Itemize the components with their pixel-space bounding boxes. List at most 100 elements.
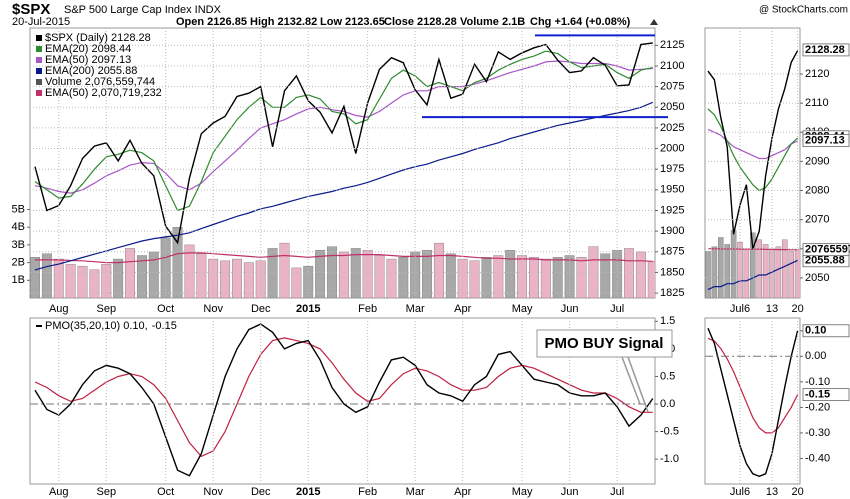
y-tick-label: 1875 [660, 246, 684, 258]
y-tick-label: 2025 [660, 122, 684, 134]
y-tick-label: 0.5 [660, 370, 675, 382]
date: 20-Jul-2015 [12, 16, 70, 28]
volume-bar [481, 257, 492, 298]
y-tick-label: 2125 [660, 39, 684, 51]
volume-bar [232, 258, 242, 298]
x-tick-label: 20 [791, 486, 803, 498]
y-tick-label: 1925 [660, 204, 684, 216]
legend-swatch [36, 46, 42, 52]
subtitle: S&P 500 Large Cap Index INDX [64, 4, 222, 16]
y2-tick-label: 4B [12, 221, 25, 233]
value-marker: 2128.28 [805, 44, 845, 56]
y-tick-label: 2100 [660, 60, 684, 72]
x-tick-label: May [512, 486, 533, 498]
volume-bar [711, 246, 718, 298]
legend-entry: $SPX (Daily) 2128.28 [45, 32, 151, 44]
volume-bar [576, 257, 587, 298]
volume-bar [303, 265, 314, 298]
volume-bar [705, 251, 711, 298]
quote-close: Close 2128.28 [384, 16, 457, 28]
annotation-text: PMO BUY Signal [545, 335, 664, 352]
indicator-line [34, 337, 653, 458]
y-tick-label: 1950 [660, 184, 684, 196]
x-tick-label: Feb [358, 486, 377, 498]
volume-bar [184, 244, 195, 298]
x-tick-label: Jun [561, 486, 579, 498]
y-tick-label: 2110 [805, 97, 829, 109]
y-tick-label: 2075 [660, 81, 684, 93]
quote-change: Chg +1.64 (+0.08%) [530, 16, 631, 28]
panel-frame [704, 317, 801, 485]
plot-area [34, 323, 654, 477]
plot-area [705, 50, 800, 298]
volume-bar [279, 242, 290, 298]
volume-bar [540, 258, 551, 298]
volume-bar [564, 255, 575, 298]
annotation: PMO BUY Signal [536, 329, 673, 413]
x-tick-label: 20 [791, 303, 803, 315]
price-line [707, 327, 799, 478]
value-marker-box [802, 134, 850, 148]
plot-area [30, 42, 655, 298]
volume-bar [220, 260, 231, 298]
indicator-line [35, 252, 653, 264]
annotation-box [536, 329, 673, 358]
volume-bar [775, 246, 782, 298]
indicator-line [707, 259, 798, 291]
indicator-line [707, 337, 799, 434]
value-marker: 2097.13 [805, 135, 845, 147]
volume-bar [788, 251, 794, 298]
legend-swatch [36, 79, 42, 85]
volume-bar [315, 249, 326, 298]
y-tick-label: -0.40 [805, 452, 830, 464]
y-tick-label: 1825 [660, 287, 684, 299]
volume-bar [89, 269, 100, 298]
indicator-line [707, 108, 799, 192]
volume-bar [743, 248, 750, 298]
x-tick-label: Oct [157, 486, 174, 498]
y2-tick-label: 3B [12, 239, 25, 251]
value-marker: 2055.88 [805, 255, 845, 267]
x-tick-label: Dec [251, 486, 271, 498]
volume-bar [433, 242, 444, 298]
y-tick-label: 0.0 [660, 398, 675, 410]
volume-bar [101, 264, 112, 298]
value-marker: 0.10 [805, 325, 826, 337]
volume-bar [588, 246, 599, 298]
volume-bar [113, 258, 124, 298]
legend-entry: -0.15 [152, 320, 177, 332]
symbol: $SPX [12, 1, 50, 18]
quote-open: Open 2126.85 [176, 16, 247, 28]
x-tick-label: Aug [49, 303, 69, 315]
volume-bar [291, 267, 302, 298]
volume-bar [782, 239, 788, 298]
x-tick-label: Jul6 [730, 486, 750, 498]
y2-tick-label: 2B [12, 256, 25, 268]
legend-entry: PMO(35,20,10) 0.10, [45, 320, 148, 332]
x-tick-label: Dec [251, 303, 271, 315]
y-tick-label: 1850 [660, 266, 684, 278]
y-tick-label: 2070 [805, 214, 829, 226]
value-marker-box [802, 324, 850, 338]
y-tick-label: 2080 [805, 184, 829, 196]
volume-bar [136, 255, 147, 298]
volume-bar [750, 232, 756, 298]
volume-bar [493, 255, 504, 298]
volume-bar [243, 262, 254, 298]
legend-swatch [36, 90, 42, 96]
x-tick-label: Mar [406, 303, 425, 315]
x-tick-label: Apr [454, 303, 471, 315]
volume-bar [386, 258, 397, 298]
legend-swatch [36, 57, 42, 63]
x-tick-label: Jun [561, 303, 579, 315]
legend-swatch [36, 35, 42, 41]
y-tick-label: -0.5 [660, 426, 679, 438]
value-marker-box [802, 388, 850, 402]
volume-bar [422, 249, 432, 298]
x-tick-label: Jul [610, 303, 624, 315]
x-tick-label: Jul6 [730, 303, 750, 315]
y-tick-label: -0.10 [805, 376, 830, 388]
volume-bar [737, 241, 743, 298]
x-tick-label: Nov [203, 486, 223, 498]
